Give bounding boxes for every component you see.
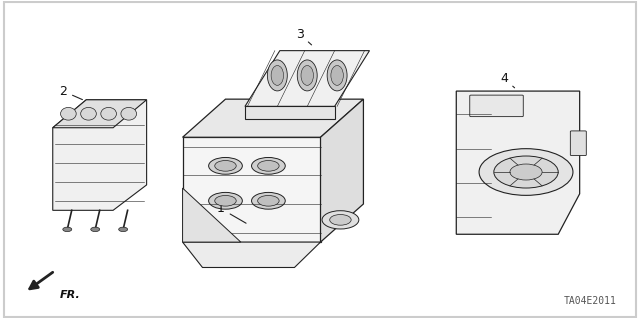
Ellipse shape: [81, 108, 97, 120]
Text: 3: 3: [296, 27, 312, 45]
Text: 2: 2: [60, 85, 83, 100]
Ellipse shape: [268, 60, 287, 91]
Polygon shape: [182, 137, 321, 242]
Circle shape: [215, 196, 236, 206]
Circle shape: [479, 149, 573, 195]
Circle shape: [258, 160, 279, 171]
Circle shape: [215, 160, 236, 171]
FancyBboxPatch shape: [570, 131, 586, 156]
Polygon shape: [321, 99, 364, 242]
Circle shape: [494, 156, 558, 188]
Ellipse shape: [61, 108, 76, 120]
Polygon shape: [182, 99, 364, 137]
Ellipse shape: [331, 65, 343, 85]
Circle shape: [91, 227, 100, 232]
Text: 1: 1: [217, 202, 246, 223]
Polygon shape: [245, 51, 369, 106]
Polygon shape: [456, 91, 580, 234]
Ellipse shape: [301, 65, 314, 85]
Text: 4: 4: [500, 72, 515, 88]
Text: FR.: FR.: [60, 290, 81, 300]
Circle shape: [322, 211, 359, 229]
Polygon shape: [52, 100, 147, 210]
Ellipse shape: [100, 108, 116, 120]
Circle shape: [209, 192, 243, 209]
Polygon shape: [182, 242, 321, 268]
Circle shape: [63, 227, 72, 232]
Polygon shape: [182, 188, 241, 242]
Ellipse shape: [327, 60, 347, 91]
Polygon shape: [245, 106, 335, 119]
Circle shape: [118, 227, 127, 232]
Text: TA04E2011: TA04E2011: [564, 296, 617, 306]
Ellipse shape: [271, 65, 284, 85]
Circle shape: [252, 158, 285, 174]
Ellipse shape: [121, 108, 136, 120]
Polygon shape: [52, 100, 147, 128]
FancyBboxPatch shape: [470, 95, 524, 117]
Circle shape: [330, 214, 351, 225]
Ellipse shape: [297, 60, 317, 91]
Circle shape: [258, 196, 279, 206]
Circle shape: [252, 192, 285, 209]
Circle shape: [510, 164, 542, 180]
Circle shape: [209, 158, 243, 174]
